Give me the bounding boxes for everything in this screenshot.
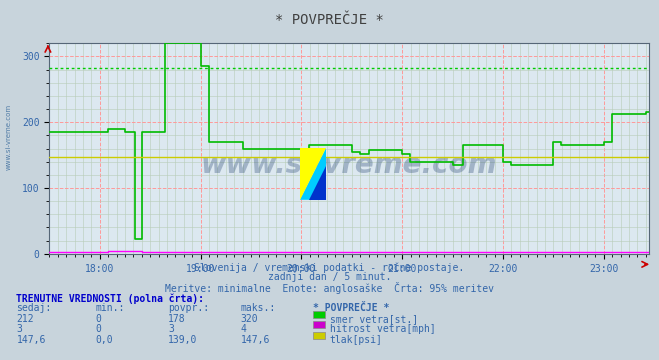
Polygon shape [300, 148, 326, 200]
Text: www.si-vreme.com: www.si-vreme.com [201, 151, 498, 179]
Text: maks.:: maks.: [241, 303, 275, 313]
Text: Slovenija / vremenski podatki - ročne postaje.: Slovenija / vremenski podatki - ročne po… [194, 262, 465, 273]
Text: 0: 0 [96, 314, 101, 324]
Text: 3: 3 [16, 324, 22, 334]
Text: TRENUTNE VREDNOSTI (polna črta):: TRENUTNE VREDNOSTI (polna črta): [16, 293, 204, 304]
Text: 0,0: 0,0 [96, 335, 113, 345]
Text: sedaj:: sedaj: [16, 303, 51, 313]
Text: 212: 212 [16, 314, 34, 324]
Polygon shape [309, 166, 326, 200]
Text: * POVPREČJE *: * POVPREČJE * [275, 13, 384, 27]
Text: povpr.:: povpr.: [168, 303, 209, 313]
Text: 0: 0 [96, 324, 101, 334]
Text: * POVPREČJE *: * POVPREČJE * [313, 303, 389, 313]
Text: hitrost vetra[mph]: hitrost vetra[mph] [330, 324, 435, 334]
Text: zadnji dan / 5 minut.: zadnji dan / 5 minut. [268, 272, 391, 282]
Text: tlak[psi]: tlak[psi] [330, 335, 382, 345]
Text: min.:: min.: [96, 303, 125, 313]
Text: Meritve: minimalne  Enote: anglosaške  Črta: 95% meritev: Meritve: minimalne Enote: anglosaške Črt… [165, 282, 494, 293]
Text: smer vetra[st.]: smer vetra[st.] [330, 314, 418, 324]
Polygon shape [300, 148, 326, 200]
Text: www.si-vreme.com: www.si-vreme.com [5, 104, 12, 170]
Text: 3: 3 [168, 324, 174, 334]
Text: 4: 4 [241, 324, 246, 334]
Text: 147,6: 147,6 [16, 335, 46, 345]
Text: 147,6: 147,6 [241, 335, 270, 345]
Text: 320: 320 [241, 314, 258, 324]
Text: 139,0: 139,0 [168, 335, 198, 345]
Text: 178: 178 [168, 314, 186, 324]
